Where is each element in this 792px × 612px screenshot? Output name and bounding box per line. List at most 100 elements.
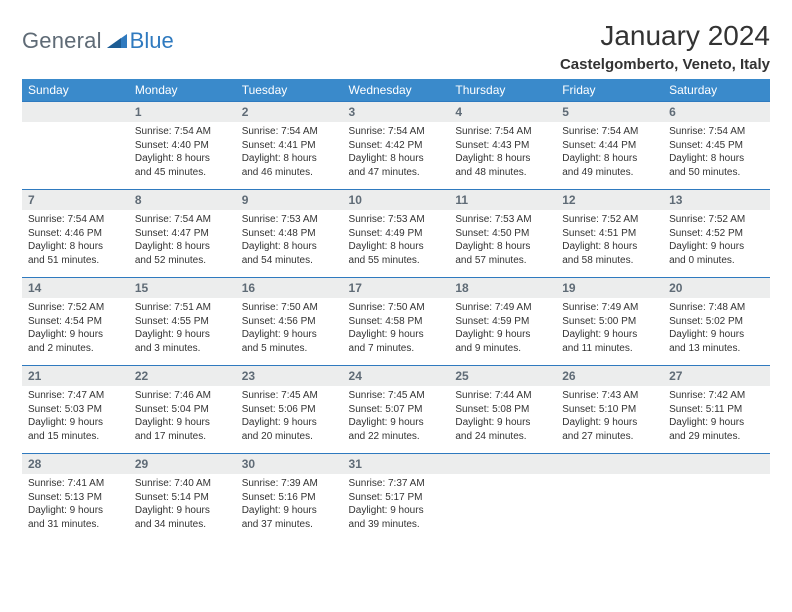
day-detail-line: Daylight: 9 hours [242, 328, 337, 342]
calendar-day-cell: 17Sunrise: 7:50 AMSunset: 4:58 PMDayligh… [343, 278, 450, 366]
day-detail-line: Daylight: 9 hours [562, 416, 657, 430]
calendar-day-cell: 18Sunrise: 7:49 AMSunset: 4:59 PMDayligh… [449, 278, 556, 366]
month-title: January 2024 [560, 20, 770, 52]
day-details: Sunrise: 7:45 AMSunset: 5:06 PMDaylight:… [236, 386, 343, 453]
day-detail-line: Daylight: 8 hours [349, 240, 444, 254]
calendar-day-cell: 24Sunrise: 7:45 AMSunset: 5:07 PMDayligh… [343, 366, 450, 454]
day-detail-line: Daylight: 9 hours [669, 240, 764, 254]
day-detail-line: Sunset: 4:46 PM [28, 227, 123, 241]
day-number: 7 [22, 190, 129, 210]
day-detail-line: and 48 minutes. [455, 166, 550, 180]
day-number [663, 454, 770, 474]
day-number: 23 [236, 366, 343, 386]
calendar-day-cell: 27Sunrise: 7:42 AMSunset: 5:11 PMDayligh… [663, 366, 770, 454]
calendar-day-cell: 11Sunrise: 7:53 AMSunset: 4:50 PMDayligh… [449, 190, 556, 278]
day-detail-line: Sunrise: 7:49 AM [455, 301, 550, 315]
calendar-empty-cell [556, 454, 663, 542]
calendar-day-cell: 2Sunrise: 7:54 AMSunset: 4:41 PMDaylight… [236, 102, 343, 190]
day-details: Sunrise: 7:54 AMSunset: 4:46 PMDaylight:… [22, 210, 129, 277]
calendar-day-cell: 30Sunrise: 7:39 AMSunset: 5:16 PMDayligh… [236, 454, 343, 542]
day-detail-line: and 27 minutes. [562, 430, 657, 444]
day-detail-line: Sunrise: 7:46 AM [135, 389, 230, 403]
day-number: 22 [129, 366, 236, 386]
calendar-day-cell: 22Sunrise: 7:46 AMSunset: 5:04 PMDayligh… [129, 366, 236, 454]
day-details: Sunrise: 7:50 AMSunset: 4:56 PMDaylight:… [236, 298, 343, 365]
logo-text-general: General [22, 28, 102, 54]
day-detail-line: and 39 minutes. [349, 518, 444, 532]
day-detail-line: Sunrise: 7:49 AM [562, 301, 657, 315]
day-detail-line: Sunset: 5:08 PM [455, 403, 550, 417]
calendar-head: SundayMondayTuesdayWednesdayThursdayFrid… [22, 79, 770, 102]
day-detail-line: Sunset: 5:11 PM [669, 403, 764, 417]
day-detail-line: and 22 minutes. [349, 430, 444, 444]
day-details: Sunrise: 7:54 AMSunset: 4:47 PMDaylight:… [129, 210, 236, 277]
day-details [22, 122, 129, 178]
day-detail-line: and 31 minutes. [28, 518, 123, 532]
day-detail-line: Sunrise: 7:48 AM [669, 301, 764, 315]
day-details: Sunrise: 7:49 AMSunset: 5:00 PMDaylight:… [556, 298, 663, 365]
day-detail-line: and 37 minutes. [242, 518, 337, 532]
day-detail-line: Sunrise: 7:53 AM [242, 213, 337, 227]
logo: General Blue [22, 20, 174, 54]
day-header-row: SundayMondayTuesdayWednesdayThursdayFrid… [22, 79, 770, 102]
day-detail-line: Sunrise: 7:47 AM [28, 389, 123, 403]
calendar-week-row: 28Sunrise: 7:41 AMSunset: 5:13 PMDayligh… [22, 454, 770, 542]
day-detail-line: Sunset: 4:40 PM [135, 139, 230, 153]
day-detail-line: Sunset: 5:07 PM [349, 403, 444, 417]
day-header: Friday [556, 79, 663, 102]
day-detail-line: Sunrise: 7:52 AM [28, 301, 123, 315]
day-details: Sunrise: 7:44 AMSunset: 5:08 PMDaylight:… [449, 386, 556, 453]
calendar-day-cell: 16Sunrise: 7:50 AMSunset: 4:56 PMDayligh… [236, 278, 343, 366]
location-label: Castelgomberto, Veneto, Italy [560, 56, 770, 73]
day-detail-line: and 55 minutes. [349, 254, 444, 268]
day-detail-line: Sunset: 5:04 PM [135, 403, 230, 417]
day-details: Sunrise: 7:51 AMSunset: 4:55 PMDaylight:… [129, 298, 236, 365]
day-number: 17 [343, 278, 450, 298]
day-number: 6 [663, 102, 770, 122]
day-detail-line: and 2 minutes. [28, 342, 123, 356]
calendar-day-cell: 7Sunrise: 7:54 AMSunset: 4:46 PMDaylight… [22, 190, 129, 278]
day-details [663, 474, 770, 530]
day-detail-line: Sunset: 4:41 PM [242, 139, 337, 153]
day-details: Sunrise: 7:53 AMSunset: 4:50 PMDaylight:… [449, 210, 556, 277]
day-details: Sunrise: 7:52 AMSunset: 4:54 PMDaylight:… [22, 298, 129, 365]
day-detail-line: Daylight: 9 hours [242, 416, 337, 430]
day-details [449, 474, 556, 530]
day-detail-line: Sunset: 4:47 PM [135, 227, 230, 241]
day-detail-line: Sunset: 4:43 PM [455, 139, 550, 153]
day-details: Sunrise: 7:52 AMSunset: 4:51 PMDaylight:… [556, 210, 663, 277]
day-detail-line: Daylight: 8 hours [562, 240, 657, 254]
calendar-day-cell: 23Sunrise: 7:45 AMSunset: 5:06 PMDayligh… [236, 366, 343, 454]
day-detail-line: and 58 minutes. [562, 254, 657, 268]
day-details: Sunrise: 7:54 AMSunset: 4:45 PMDaylight:… [663, 122, 770, 189]
day-detail-line: Sunset: 4:54 PM [28, 315, 123, 329]
day-detail-line: and 17 minutes. [135, 430, 230, 444]
day-number: 18 [449, 278, 556, 298]
day-detail-line: and 11 minutes. [562, 342, 657, 356]
day-detail-line: Sunset: 4:45 PM [669, 139, 764, 153]
day-detail-line: Sunrise: 7:53 AM [349, 213, 444, 227]
day-number: 13 [663, 190, 770, 210]
day-detail-line: Daylight: 8 hours [242, 152, 337, 166]
day-detail-line: Sunrise: 7:41 AM [28, 477, 123, 491]
day-details: Sunrise: 7:47 AMSunset: 5:03 PMDaylight:… [22, 386, 129, 453]
day-detail-line: Sunrise: 7:54 AM [135, 125, 230, 139]
logo-text-blue: Blue [130, 28, 174, 54]
day-detail-line: Daylight: 9 hours [242, 504, 337, 518]
day-details: Sunrise: 7:53 AMSunset: 4:48 PMDaylight:… [236, 210, 343, 277]
calendar-day-cell: 21Sunrise: 7:47 AMSunset: 5:03 PMDayligh… [22, 366, 129, 454]
day-details: Sunrise: 7:46 AMSunset: 5:04 PMDaylight:… [129, 386, 236, 453]
calendar-week-row: 14Sunrise: 7:52 AMSunset: 4:54 PMDayligh… [22, 278, 770, 366]
day-detail-line: Sunset: 4:55 PM [135, 315, 230, 329]
calendar-day-cell: 13Sunrise: 7:52 AMSunset: 4:52 PMDayligh… [663, 190, 770, 278]
calendar-empty-cell [22, 102, 129, 190]
calendar-day-cell: 1Sunrise: 7:54 AMSunset: 4:40 PMDaylight… [129, 102, 236, 190]
calendar-week-row: 7Sunrise: 7:54 AMSunset: 4:46 PMDaylight… [22, 190, 770, 278]
calendar-day-cell: 10Sunrise: 7:53 AMSunset: 4:49 PMDayligh… [343, 190, 450, 278]
day-detail-line: Daylight: 9 hours [349, 328, 444, 342]
day-number: 11 [449, 190, 556, 210]
day-detail-line: Daylight: 8 hours [455, 152, 550, 166]
calendar-day-cell: 19Sunrise: 7:49 AMSunset: 5:00 PMDayligh… [556, 278, 663, 366]
day-detail-line: Daylight: 8 hours [349, 152, 444, 166]
day-number [556, 454, 663, 474]
